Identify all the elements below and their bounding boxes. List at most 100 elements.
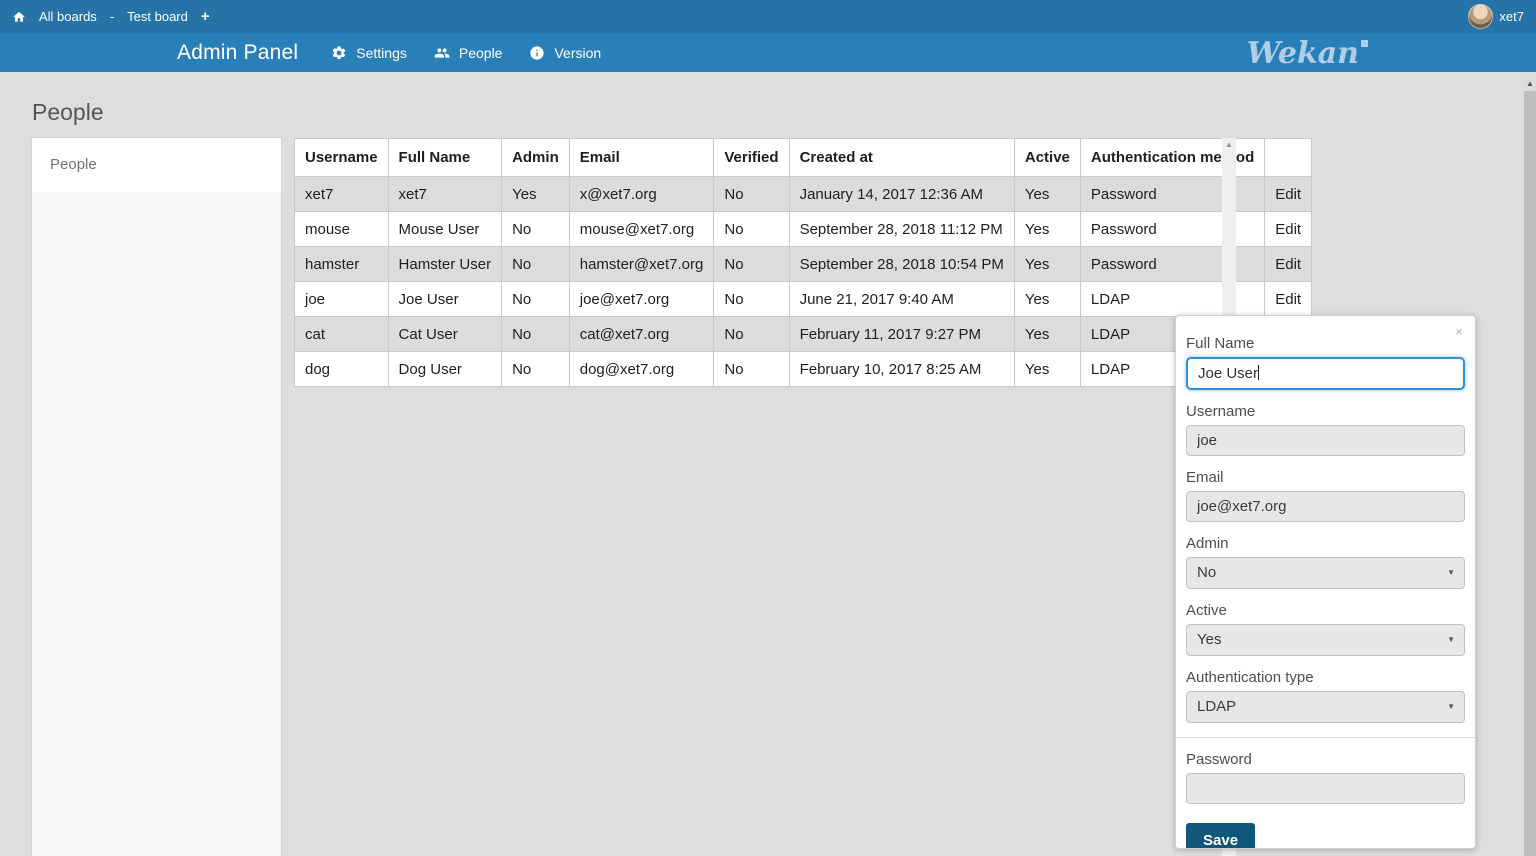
page-header-title: Admin Panel — [177, 40, 299, 64]
edit-user-panel: × Full Name Joe User Username Email Admi… — [1175, 315, 1476, 849]
table-cell: Password — [1079, 176, 1266, 212]
table-cell: January 14, 2017 12:36 AM — [788, 176, 1015, 212]
table-cell: February 10, 2017 8:25 AM — [788, 351, 1015, 387]
add-board-icon[interactable]: + — [200, 8, 210, 25]
table-cell: cat@xet7.org — [568, 316, 715, 352]
edit-link[interactable]: Edit — [1264, 176, 1313, 212]
table-row: hamster Hamster User No hamster@xet7.org No S… — [294, 246, 1313, 282]
page-scrollbar[interactable]: ▲ — [1524, 77, 1536, 856]
email-field[interactable] — [1186, 491, 1465, 522]
home-icon[interactable] — [12, 10, 26, 24]
table-cell: x@xet7.org — [568, 176, 715, 212]
table-cell: No — [713, 351, 790, 387]
column-header: Email — [568, 138, 715, 177]
menu-item-settings[interactable]: Settings — [331, 45, 407, 61]
column-header: Admin — [501, 138, 570, 177]
table-cell: Yes — [1013, 316, 1081, 352]
breadcrumb-separator: - — [109, 9, 115, 24]
breadcrumb: All boards - Test board + — [12, 8, 210, 25]
sidebar: People — [32, 138, 281, 856]
column-header: Authentication method — [1079, 138, 1266, 177]
edit-link[interactable]: Edit — [1264, 246, 1313, 282]
column-header: Verified — [713, 138, 790, 177]
password-label: Password — [1186, 751, 1252, 768]
username-field[interactable] — [1186, 425, 1465, 456]
username-label: Username — [1186, 403, 1256, 420]
table-cell: September 28, 2018 10:54 PM — [788, 246, 1015, 282]
current-username[interactable]: xet7 — [1499, 9, 1524, 24]
table-cell: xet7 — [387, 176, 503, 212]
table-cell: No — [501, 281, 570, 317]
panel-divider — [1176, 737, 1475, 738]
menu-label-settings: Settings — [356, 44, 407, 61]
table-cell: dog@xet7.org — [568, 351, 715, 387]
table-cell: Yes — [1013, 351, 1081, 387]
table-header-row: Username Full Name Admin Email Verified Creat… — [294, 138, 1313, 177]
user-avatar[interactable] — [1468, 4, 1494, 29]
table-cell: No — [713, 211, 790, 247]
active-label: Active — [1186, 602, 1227, 619]
text-caret — [1258, 365, 1260, 380]
scroll-up-icon[interactable]: ▲ — [1526, 79, 1534, 88]
sidebar-item-people[interactable]: People — [32, 138, 281, 192]
scrollbar-thumb[interactable] — [1524, 91, 1536, 856]
top-navigation-bar: All boards - Test board + xet7 — [0, 0, 1536, 33]
table-cell: Password — [1079, 211, 1266, 247]
table-row: mouse Mouse User No mouse@xet7.org No Septemb… — [294, 211, 1313, 247]
column-header: Username — [294, 138, 389, 177]
admin-select[interactable]: No ▼ — [1186, 557, 1465, 589]
column-header: Created at — [788, 138, 1015, 177]
auth-type-select[interactable]: LDAP ▼ — [1186, 691, 1465, 723]
table-cell: LDAP — [1079, 281, 1266, 317]
people-table: Username Full Name Admin Email Verified Creat… — [294, 138, 1313, 387]
wekan-logo: Wekan — [1247, 36, 1368, 71]
table-cell: Joe User — [387, 281, 503, 317]
table-cell: Dog User — [387, 351, 503, 387]
chevron-down-icon: ▼ — [1447, 702, 1455, 711]
scroll-up-icon[interactable]: ▲ — [1225, 140, 1233, 149]
table-cell: No — [713, 316, 790, 352]
table-cell: No — [501, 246, 570, 282]
table-cell: Yes — [1013, 211, 1081, 247]
chevron-down-icon: ▼ — [1447, 635, 1455, 644]
menu-item-version[interactable]: Version — [529, 45, 601, 61]
table-cell: February 11, 2017 9:27 PM — [788, 316, 1015, 352]
full-name-label: Full Name — [1186, 335, 1255, 352]
menu-label-version: Version — [554, 44, 602, 61]
table-cell: xet7 — [294, 176, 389, 212]
table-cell: No — [501, 211, 570, 247]
table-cell: mouse@xet7.org — [568, 211, 715, 247]
active-select[interactable]: Yes ▼ — [1186, 624, 1465, 656]
auth-type-label: Authentication type — [1186, 669, 1314, 686]
edit-link[interactable]: Edit — [1264, 281, 1313, 317]
column-header: Active — [1013, 138, 1081, 177]
admin-menu: Settings People Version — [331, 45, 601, 61]
column-header — [1264, 138, 1313, 177]
all-boards-link[interactable]: All boards — [39, 9, 97, 24]
table-cell: June 21, 2017 9:40 AM — [788, 281, 1015, 317]
table-cell: September 28, 2018 11:12 PM — [788, 211, 1015, 247]
admin-label: Admin — [1186, 535, 1229, 552]
edit-link[interactable]: Edit — [1264, 211, 1313, 247]
password-field[interactable] — [1186, 773, 1465, 804]
table-row: dog Dog User No dog@xet7.org No February 10, … — [294, 351, 1313, 387]
table-cell: Cat User — [387, 316, 503, 352]
table-cell: No — [713, 246, 790, 282]
page-title: People — [32, 99, 104, 125]
menu-item-people[interactable]: People — [434, 45, 502, 61]
main-content: People People Username Full Name Admin Emai… — [0, 72, 1536, 856]
board-name-link[interactable]: Test board — [127, 9, 188, 24]
table-cell: mouse — [294, 211, 389, 247]
email-label: Email — [1186, 469, 1224, 486]
info-icon — [530, 45, 545, 60]
table-cell: Yes — [501, 176, 570, 212]
save-button[interactable]: Save — [1186, 823, 1256, 848]
people-table-wrap: Username Full Name Admin Email Verified Creat… — [294, 138, 1313, 387]
close-icon[interactable]: × — [1455, 324, 1463, 339]
full-name-input[interactable]: Joe User — [1186, 357, 1465, 390]
table-cell: Yes — [1013, 246, 1081, 282]
table-cell: cat — [294, 316, 389, 352]
table-cell: Yes — [1013, 281, 1081, 317]
chevron-down-icon: ▼ — [1447, 568, 1455, 577]
admin-header: Admin Panel Settings People Version Weka… — [0, 33, 1536, 72]
